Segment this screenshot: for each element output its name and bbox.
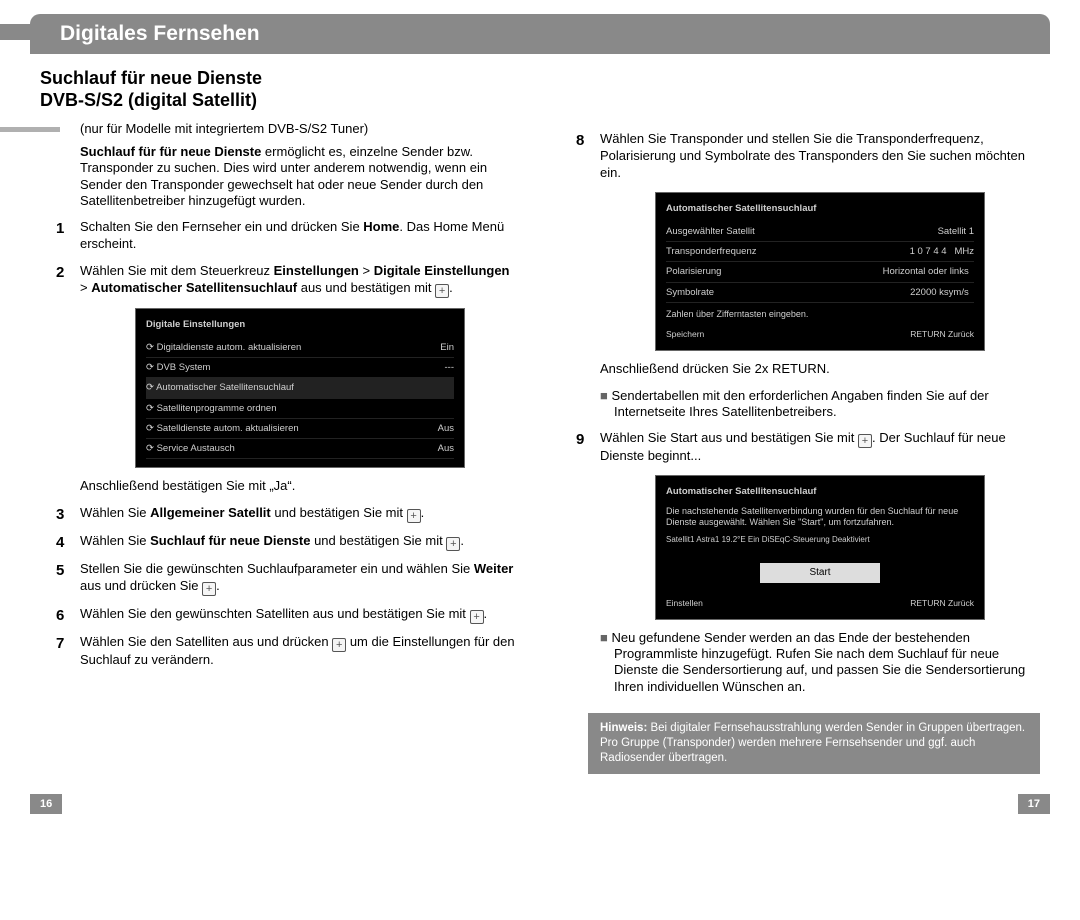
shot1-row: ⟳ Satellitenprogramme ordnen [146, 399, 454, 419]
shot3-msg: Die nachstehende Satellitenverbindung wu… [666, 506, 974, 529]
right-column: 8 Wählen Sie Transponder und stellen Sie… [560, 121, 1040, 774]
shot1-row: ⟳ Satelldienste autom. aktualisierenAus [146, 419, 454, 439]
section-header: Digitales Fernsehen [30, 14, 1050, 54]
plus-icon: + [470, 610, 484, 624]
step-3: 3 Wählen Sie Allgemeiner Satellit und be… [80, 505, 520, 523]
shot3-line: Satellit1 Astra1 19.2°E Ein DiSEqC-Steue… [666, 535, 974, 545]
step-9: 9 Wählen Sie Start aus und bestätigen Si… [600, 430, 1040, 619]
screenshot-2: Automatischer Satellitensuchlauf Ausgewä… [655, 192, 985, 351]
step-8-after: Anschließend drücken Sie 2x RETURN. [600, 361, 1040, 378]
step-7: 7 Wählen Sie den Satelliten aus und drüc… [80, 634, 520, 669]
step-1: 1 Schalten Sie den Fernseher ein und drü… [80, 219, 520, 253]
shot2-hint: Zahlen über Zifferntasten eingeben. [666, 309, 974, 321]
page-number-right: 17 [1018, 794, 1050, 814]
shot1-title: Digitale Einstellungen [146, 317, 454, 332]
step-2-after: Anschließend bestätigen Sie mit „Ja“. [80, 478, 520, 495]
shot2-title: Automatischer Satellitensuchlauf [666, 201, 974, 216]
shot1-row: ⟳ Digitaldienste autom. aktualisierenEin [146, 338, 454, 358]
plus-icon: + [407, 509, 421, 523]
tuner-note: (nur für Modelle mit integriertem DVB-S/… [40, 121, 520, 136]
page-number-left: 16 [30, 794, 62, 814]
screenshot-1: Digitale Einstellungen ⟳ Digitaldienste … [135, 308, 465, 468]
page-footer: 16 17 [30, 794, 1050, 824]
left-column: (nur für Modelle mit integriertem DVB-S/… [40, 121, 520, 679]
plus-icon: + [202, 582, 216, 596]
step-6: 6 Wählen Sie den gewünschten Satelliten … [80, 606, 520, 624]
shot3-title: Automatischer Satellitensuchlauf [666, 484, 974, 499]
hint-text: Bei digitaler Fernsehausstrahlung werden… [600, 722, 1025, 764]
steps-right-2: 9 Wählen Sie Start aus und bestätigen Si… [560, 430, 1040, 619]
page-title-block: Suchlauf für neue Dienste DVB-S/S2 (digi… [40, 68, 1080, 111]
step-8: 8 Wählen Sie Transponder und stellen Sie… [600, 131, 1040, 378]
steps-right: 8 Wählen Sie Transponder und stellen Sie… [560, 131, 1040, 378]
shot2-row: Transponderfrequenz1 0 7 4 4 MHz [666, 242, 974, 262]
plus-icon: + [332, 638, 346, 652]
shot2-row: PolarisierungHorizontal oder links [666, 262, 974, 282]
shot1-row: ⟳ DVB System--- [146, 358, 454, 378]
bullet-8: Sendertabellen mit den erforderlichen An… [600, 388, 1040, 421]
shot1-row: ⟳ Service AustauschAus [146, 439, 454, 459]
intro-bold: Suchlauf für für neue Dienste [80, 144, 261, 159]
shot2-row: Symbolrate22000 ksym/s [666, 283, 974, 303]
steps-left: 1 Schalten Sie den Fernseher ein und drü… [40, 219, 520, 669]
shot3-start: Start [760, 563, 880, 583]
plus-icon: + [446, 537, 460, 551]
plus-icon: + [858, 434, 872, 448]
step-4: 4 Wählen Sie Suchlauf für neue Dienste u… [80, 533, 520, 551]
plus-icon: + [435, 284, 449, 298]
step-5: 5 Stellen Sie die gewünschten Suchlaufpa… [80, 561, 520, 596]
hint-label: Hinweis: [600, 722, 647, 734]
shot1-row: ⟳ Automatischer Satellitensuchlauf [146, 378, 454, 398]
page-title: Suchlauf für neue Dienste [40, 68, 1080, 90]
screenshot-3: Automatischer Satellitensuchlauf Die nac… [655, 475, 985, 620]
intro-text: Suchlauf für für neue Dienste ermöglicht… [40, 144, 520, 209]
bullet-9: Neu gefundene Sender werden an das Ende … [600, 630, 1040, 695]
step-2: 2 Wählen Sie mit dem Steuerkreuz Einstel… [80, 263, 520, 495]
hint-box: Hinweis: Bei digitaler Fernsehausstrahlu… [588, 713, 1040, 774]
page-subtitle: DVB-S/S2 (digital Satellit) [40, 90, 1080, 112]
